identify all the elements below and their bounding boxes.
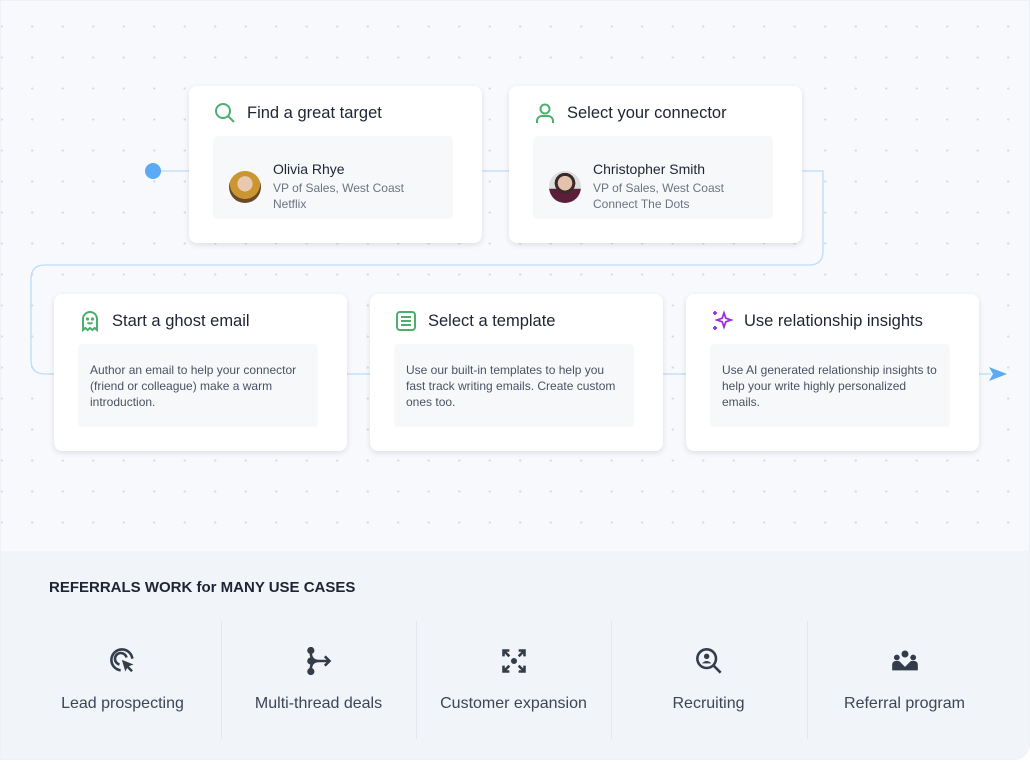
person-name: Christopher Smith — [593, 161, 706, 177]
divider — [221, 621, 222, 739]
person-card[interactable]: Christopher Smith VP of Sales, West Coast… — [533, 136, 773, 219]
template-icon — [396, 311, 416, 331]
person-title: VP of Sales, West Coast — [593, 181, 724, 195]
expand-icon — [501, 649, 526, 673]
step-card-template: Select a template Use our built-in templ… — [370, 294, 663, 451]
divider — [611, 621, 612, 739]
person-name: Olivia Rhye — [273, 161, 345, 177]
step-title: Select your connector — [567, 103, 727, 122]
avatar — [229, 170, 261, 203]
avatar — [549, 170, 581, 203]
step-card-ghost-email: Start a ghost email Author an email to h… — [54, 294, 347, 451]
step-card-insights: Use relationship insights Use AI generat… — [686, 294, 979, 451]
step-card-find-target: Find a great target Olivia Rhye VP of Sal… — [189, 86, 482, 243]
use-case-label: Recruiting — [672, 695, 745, 712]
step-title: Find a great target — [247, 103, 382, 122]
sparkles-icon — [713, 310, 734, 330]
use-case-lead-prospecting[interactable]: Lead prospecting — [25, 621, 220, 739]
use-case-label: Referral program — [844, 695, 965, 712]
use-case-label: Customer expansion — [440, 695, 587, 712]
person-company: Connect The Dots — [593, 197, 690, 211]
person-card[interactable]: Olivia Rhye VP of Sales, West Coast Netfli… — [213, 136, 453, 219]
flow-arrow-icon — [989, 367, 1007, 381]
step-title: Use relationship insights — [744, 311, 923, 330]
step-card-select-connector: Select your connector Christopher Smith V… — [509, 86, 802, 243]
person-company: Netflix — [273, 197, 307, 211]
flow-start-dot — [145, 163, 161, 179]
person-title: VP of Sales, West Coast — [273, 181, 404, 195]
use-case-label: Lead prospecting — [61, 695, 184, 712]
use-case-referral-program[interactable]: Referral program — [807, 621, 1002, 739]
group-icon — [891, 650, 918, 671]
step-description: Author an email to help your connector (… — [90, 363, 297, 409]
ghost-icon — [82, 311, 98, 333]
user-icon — [536, 103, 554, 123]
use-case-customer-expansion[interactable]: Customer expansion — [416, 621, 611, 739]
target-cursor-icon — [109, 648, 134, 673]
flow-connector — [30, 163, 1007, 381]
search-person-icon — [695, 648, 722, 674]
step-title: Select a template — [428, 311, 556, 330]
step-title: Start a ghost email — [112, 311, 250, 330]
branch-arrow-icon — [306, 647, 331, 675]
step-description: Use AI generated relationship insights t… — [722, 363, 937, 409]
use-cases-section: REFERRALS WORK for MANY USE CASES Lead p… — [1, 551, 1029, 759]
use-cases-title: REFERRALS WORK for MANY USE CASES — [49, 579, 356, 596]
use-case-recruiting[interactable]: Recruiting — [611, 621, 806, 739]
divider — [416, 621, 417, 739]
use-case-label: Multi-thread deals — [254, 695, 383, 712]
step-description: Use our built-in templates to help you f… — [406, 363, 616, 409]
use-case-multi-thread[interactable]: Multi-thread deals — [221, 621, 416, 739]
divider — [807, 621, 808, 739]
search-icon — [215, 103, 235, 123]
